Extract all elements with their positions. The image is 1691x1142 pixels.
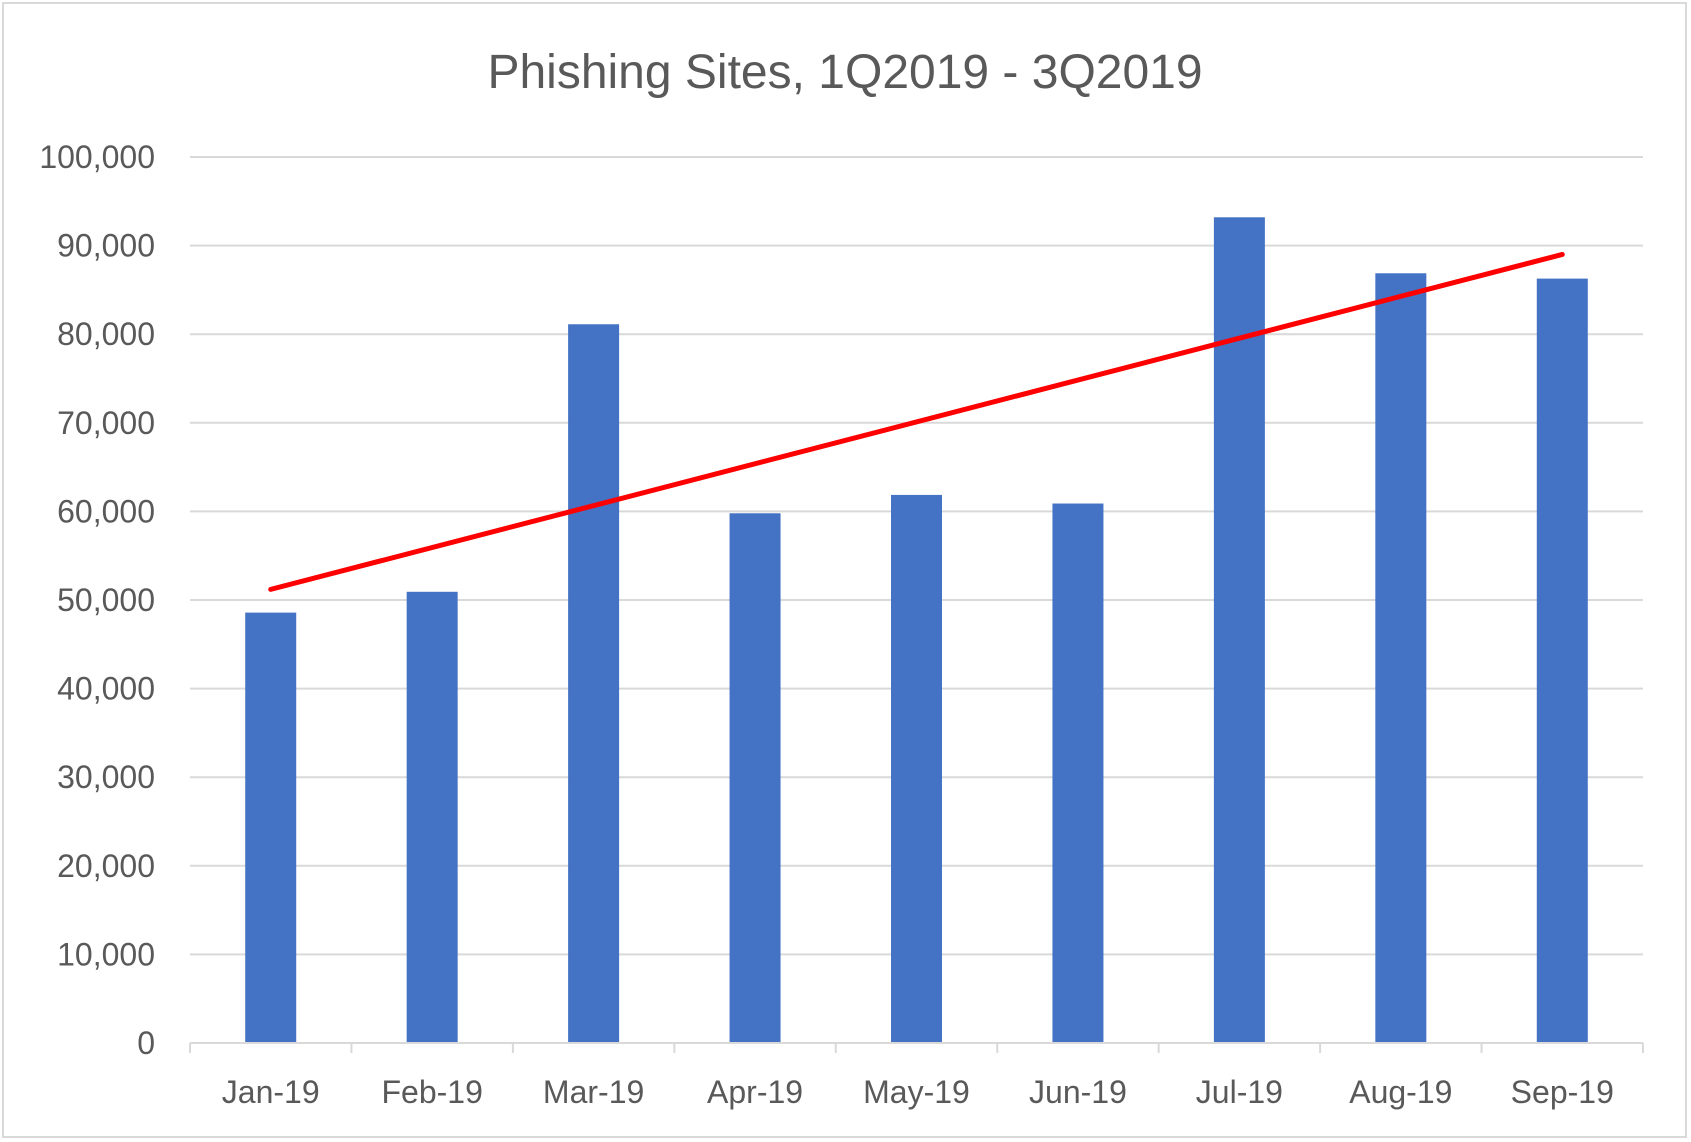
- y-tick-label: 90,000: [57, 228, 155, 264]
- trendline-line: [268, 251, 1565, 592]
- y-axis-ticks: 0 10,000 20,000 30,000 40,000 50,000 60,000 70,…: [39, 139, 155, 1061]
- x-tick-label: Feb-19: [381, 1074, 482, 1110]
- x-tick-label: Sep-19: [1511, 1074, 1614, 1110]
- y-tick-label: 30,000: [57, 759, 155, 795]
- chart-title: Phishing Sites, 1Q2019 - 3Q2019: [487, 46, 1202, 99]
- bar: [406, 591, 458, 1043]
- bar: [891, 494, 942, 1044]
- y-tick-label: 60,000: [57, 493, 155, 529]
- x-tick-label: Jun-19: [1029, 1074, 1127, 1110]
- y-tick-label: 80,000: [57, 316, 155, 352]
- trendline: [268, 251, 1565, 592]
- x-tick-label: Jul-19: [1196, 1074, 1283, 1110]
- y-tick-label: 10,000: [57, 936, 155, 972]
- y-tick-label: 50,000: [57, 582, 155, 618]
- bar: [1536, 278, 1588, 1044]
- bar: [245, 612, 297, 1043]
- bar: [1213, 217, 1265, 1044]
- bar: [729, 513, 781, 1043]
- x-axis: Jan-19 Feb-19 Mar-19 Apr-19 May-19 Jun-19 Jul-…: [189, 1042, 1644, 1110]
- y-tick-label: 40,000: [57, 671, 155, 707]
- y-tick-label: 70,000: [57, 405, 155, 441]
- y-tick-label: 20,000: [57, 848, 155, 884]
- bars: [245, 217, 1588, 1044]
- bar: [568, 324, 620, 1043]
- x-tick-label: Jan-19: [222, 1074, 320, 1110]
- x-tick-label: Apr-19: [707, 1074, 803, 1110]
- bar: [1375, 273, 1427, 1043]
- y-tick-label: 100,000: [39, 139, 155, 175]
- x-tick-label: May-19: [863, 1074, 970, 1110]
- x-tick-label: Aug-19: [1349, 1074, 1452, 1110]
- y-tick-label: 0: [137, 1025, 155, 1061]
- bar: [1052, 503, 1104, 1044]
- x-tick-label: Mar-19: [543, 1074, 644, 1110]
